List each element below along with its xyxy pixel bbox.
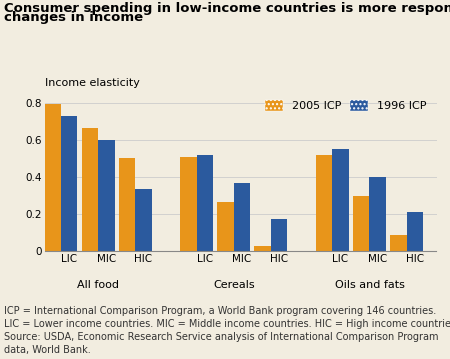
Text: Consumer spending in low-income countries is more responsive to: Consumer spending in low-income countrie…	[4, 2, 450, 15]
Bar	[390, 234, 407, 251]
Bar	[61, 116, 77, 251]
Bar	[353, 196, 369, 251]
Bar	[98, 140, 115, 251]
Bar	[135, 189, 152, 251]
Bar	[332, 149, 349, 251]
Bar	[407, 212, 423, 251]
Bar	[271, 219, 288, 251]
Bar	[180, 157, 197, 251]
Bar	[234, 183, 250, 251]
Bar	[81, 128, 98, 251]
Bar	[316, 155, 332, 251]
Bar	[217, 202, 234, 251]
Text: All food: All food	[77, 280, 119, 290]
Text: Income elasticity: Income elasticity	[45, 78, 140, 88]
Text: Cereals: Cereals	[213, 280, 255, 290]
Bar	[119, 158, 135, 251]
Text: ICP = International Comparison Program, a World Bank program covering 146 countr: ICP = International Comparison Program, …	[4, 306, 450, 355]
Bar	[197, 155, 213, 251]
Legend: 2005 ICP, 1996 ICP: 2005 ICP, 1996 ICP	[261, 96, 431, 116]
Text: Oils and fats: Oils and fats	[334, 280, 405, 290]
Bar	[254, 246, 271, 251]
Bar	[369, 177, 386, 251]
Bar	[45, 104, 61, 251]
Text: changes in income: changes in income	[4, 11, 144, 24]
